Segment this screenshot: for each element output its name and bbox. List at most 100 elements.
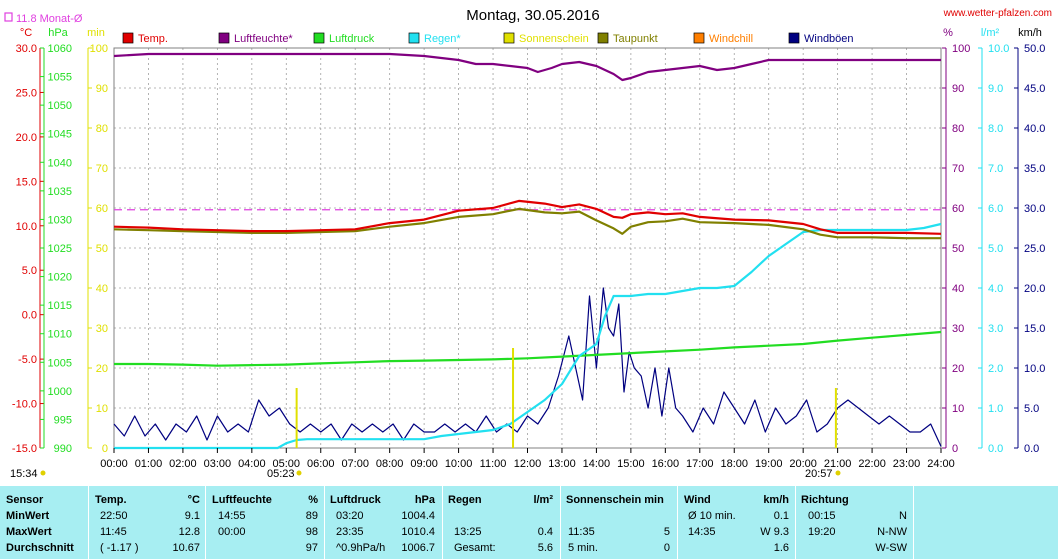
axis-label-rain_lm2-9: 1.0 [988,403,1003,415]
x-label-16: 16:00 [652,458,680,470]
right-unit-2: km/h [1018,27,1042,39]
stat-0-hum: 89 [305,510,318,522]
header-direction: Richtung [801,494,849,506]
stat-2-dir: W-SW [875,542,907,554]
grid [113,47,942,449]
axis-label-sun_min-1: 90 [96,83,108,95]
legend-swatch-5 [597,32,609,44]
x-label-19: 19:00 [755,458,783,470]
legend-swatch-2 [313,32,325,44]
axis-label-humidity_pct-1: 90 [952,83,964,95]
axis-label-wind_kmh-4: 30.0 [1024,203,1045,215]
axis-label-temp_c-4: 10.0 [16,221,37,233]
axis-label-rain_lm2-1: 9.0 [988,83,1003,95]
axis-label-pressure_hpa-13: 995 [54,414,72,426]
axis-label-temp_c-8: -10.0 [12,399,37,411]
axis-label-wind_kmh-3: 35.0 [1024,163,1045,175]
x-label-1: 01:00 [135,458,163,470]
axis-label-pressure_hpa-4: 1040 [48,157,72,169]
stat-1-dir: N-NW [877,526,907,538]
stat-2-sun: 0 [663,542,670,554]
axes: 30.0 25.0 20.0 15.0 10.0 5.0 0.0 -5.0 -10.0 -15.0… [12,43,1046,455]
axis-label-pressure_hpa-9: 1015 [48,300,72,312]
series-windben [113,287,942,447]
axis-label-pressure_hpa-8: 1020 [48,272,72,284]
axis-label-rain_lm2-8: 2.0 [988,363,1003,375]
header-wind-unit: km/h [763,494,789,506]
x-label-20: 20:00 [789,458,817,470]
stat-2-rain-time: Gesamt: [454,542,496,554]
sunset-time: 20:57 [805,468,833,480]
axis-label-pressure_hpa-12: 1000 [48,386,72,398]
legend-swatch-4 [503,32,515,44]
sunset-icon [835,470,841,476]
x-label-15: 15:00 [617,458,645,470]
stat-1-pres-time: 23:35 [336,526,364,538]
stat-1-wind: W 9.3 [760,526,789,538]
stat-2-hum: 97 [305,542,318,554]
stat-1-wind-label: 14:35 [688,526,716,538]
source-url[interactable]: www.wetter-pfalzen.com [943,8,1052,19]
header-rain-unit: l/m² [533,494,553,506]
axis-label-humidity_pct-0: 100 [952,43,970,55]
axis-label-wind_kmh-9: 5.0 [1024,403,1039,415]
axis-label-pressure_hpa-3: 1045 [48,129,72,141]
header-pressure-unit: hPa [414,494,435,506]
axis-label-rain_lm2-6: 4.0 [988,283,1003,295]
axis-label-temp_c-9: -15.0 [12,443,37,455]
legend-label-1: Luftfeuchte* [234,33,293,45]
axis-label-humidity_pct-2: 80 [952,123,964,135]
axis-label-humidity_pct-9: 10 [952,403,964,415]
axis-label-wind_kmh-2: 40.0 [1024,123,1045,135]
x-label-8: 08:00 [376,458,404,470]
axis-label-wind_kmh-6: 20.0 [1024,283,1045,295]
legend-swatch-7 [788,32,800,44]
stat-2-wind: 1.6 [773,542,789,554]
sunrise-icon [296,470,302,476]
axis-label-humidity_pct-4: 60 [952,203,964,215]
header-temp: Temp. [95,494,127,506]
series-regen [114,222,942,450]
stat-2-temp: 10.67 [172,542,200,554]
legend-swatch-6 [693,32,705,44]
sunrise-time: 05:23 [267,468,295,480]
axis-label-temp_c-6: 0.0 [22,310,37,322]
x-label-7: 07:00 [341,458,369,470]
stat-2-temp-time: ( -1.17 ) [100,542,139,554]
axis-label-temp_c-5: 5.0 [22,265,37,277]
axis-label-temp_c-1: 25.0 [16,87,37,99]
left-unit-0: °C [20,27,32,39]
legend-label-6: Windchill [709,33,753,45]
stat-1-label: MaxWert [6,526,52,538]
stat-1-temp-time: 11:45 [100,526,127,538]
stat-1-pres: 1010.4 [401,526,435,538]
axis-label-pressure_hpa-5: 1035 [48,186,72,198]
stat-2-rain: 5.6 [537,542,553,554]
chart-title: Montag, 30.05.2016 [466,7,599,24]
series-luftdruck [114,330,942,367]
left-unit-2: min [87,27,105,39]
legend-label-7: Windböen [804,33,854,45]
header-sensor: Sensor [6,494,44,506]
axis-label-wind_kmh-10: 0.0 [1024,443,1039,455]
x-label-13: 13:00 [548,458,576,470]
axis-label-pressure_hpa-0: 1060 [48,43,72,55]
axis-label-temp_c-0: 30.0 [16,43,37,55]
header-pressure: Luftdruck [330,494,381,506]
header-wind: Wind [684,494,711,506]
x-label-9: 09:00 [410,458,438,470]
x-label-0: 00:00 [100,458,128,470]
axis-label-rain_lm2-3: 7.0 [988,163,1003,175]
monthly-avg-marker [4,12,13,22]
stat-1-hum-time: 00:00 [218,526,246,538]
header-rain: Regen [448,494,482,506]
axis-label-sun_min-4: 60 [96,203,108,215]
x-label-18: 18:00 [720,458,748,470]
x-label-12: 12:00 [514,458,542,470]
x-label-6: 06:00 [307,458,335,470]
legend-label-3: Regen* [424,33,461,45]
legend-swatch-3 [408,32,420,44]
legend-label-5: Taupunkt [613,33,658,45]
x-label-23: 23:00 [893,458,921,470]
left-unit-1: hPa [48,27,68,39]
